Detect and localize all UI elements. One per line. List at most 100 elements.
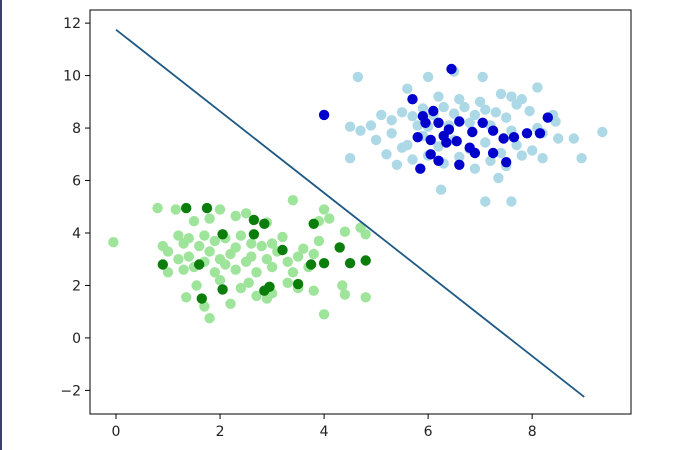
data-point [422, 71, 434, 83]
data-point [464, 117, 475, 128]
data-point [568, 133, 579, 144]
data-point [318, 309, 330, 320]
data-point [204, 213, 215, 224]
data-point [487, 147, 499, 159]
data-point [339, 289, 351, 300]
data-point [337, 280, 348, 291]
data-point [318, 109, 330, 121]
data-point [420, 117, 431, 128]
data-point [576, 153, 587, 164]
window-left-edge [0, 0, 2, 450]
y-tick-label: 4 [72, 226, 81, 242]
data-point [433, 117, 444, 128]
data-point [266, 238, 278, 249]
data-point [506, 91, 517, 102]
data-point [248, 214, 260, 226]
data-point [162, 246, 174, 257]
data-point [506, 196, 517, 207]
data-point [516, 150, 527, 161]
data-point [261, 254, 273, 265]
data-point [446, 63, 457, 75]
y-axis: −2 0 2 4 6 8 10 12 [60, 16, 90, 399]
plot-content [108, 28, 608, 398]
scatter-series [344, 66, 608, 207]
data-point [318, 258, 330, 269]
data-point [477, 117, 488, 128]
data-point [480, 137, 491, 148]
data-point [360, 292, 371, 303]
data-point [157, 259, 168, 270]
data-point [344, 121, 356, 132]
data-point [217, 284, 228, 295]
data-point [308, 218, 319, 229]
data-point [334, 242, 345, 253]
data-point [417, 103, 429, 114]
data-point [454, 94, 465, 105]
data-point [407, 154, 418, 165]
data-point [220, 259, 231, 270]
data-point [469, 109, 481, 121]
data-point [433, 141, 444, 152]
data-point [425, 134, 436, 146]
data-point [282, 256, 293, 267]
data-point [365, 120, 377, 131]
data-point [246, 238, 257, 249]
data-point [282, 277, 293, 288]
y-tick-label: 2 [72, 278, 81, 294]
data-point [469, 163, 481, 174]
data-point [318, 204, 330, 215]
x-tick-label: 8 [528, 424, 537, 440]
data-point [412, 120, 423, 131]
data-point [225, 248, 236, 260]
data-point [469, 147, 481, 159]
data-point [524, 105, 535, 117]
data-point [214, 204, 226, 215]
data-point [170, 204, 181, 215]
data-point [498, 133, 509, 144]
data-point [243, 277, 254, 288]
data-point [204, 246, 215, 257]
data-point [360, 229, 371, 240]
data-point [230, 210, 241, 222]
data-point [386, 128, 397, 139]
data-point [287, 195, 299, 206]
data-point [396, 107, 408, 118]
data-point [199, 230, 210, 241]
data-point [407, 111, 418, 122]
data-point [521, 128, 533, 139]
data-point [527, 145, 538, 156]
data-point [308, 285, 319, 296]
data-point [407, 94, 418, 105]
scatter-series [157, 202, 371, 304]
data-point [183, 251, 194, 262]
data-point [235, 230, 247, 241]
data-point [292, 251, 304, 262]
data-point [493, 172, 504, 184]
data-point [511, 139, 522, 151]
data-point [454, 159, 465, 170]
data-point [344, 153, 356, 164]
data-point [597, 126, 608, 138]
y-tick-label: 10 [63, 69, 81, 85]
x-tick-label: 2 [216, 424, 225, 440]
data-point [248, 229, 260, 240]
data-point [191, 280, 202, 291]
data-point [425, 149, 436, 160]
data-point [391, 159, 403, 170]
decision-boundary-line [115, 28, 585, 398]
data-point [412, 132, 423, 143]
data-point [173, 254, 184, 265]
data-point [487, 125, 499, 136]
data-point [495, 88, 507, 100]
x-tick-label: 6 [424, 424, 433, 440]
data-point [339, 226, 351, 237]
data-point [402, 83, 413, 94]
y-tick-label: 6 [72, 174, 81, 190]
x-tick-label: 4 [320, 424, 329, 440]
y-tick-label: −2 [60, 383, 81, 399]
data-point [298, 243, 309, 254]
data-point [324, 213, 335, 224]
data-point [490, 107, 501, 118]
data-point [209, 267, 220, 278]
data-point [542, 112, 553, 123]
